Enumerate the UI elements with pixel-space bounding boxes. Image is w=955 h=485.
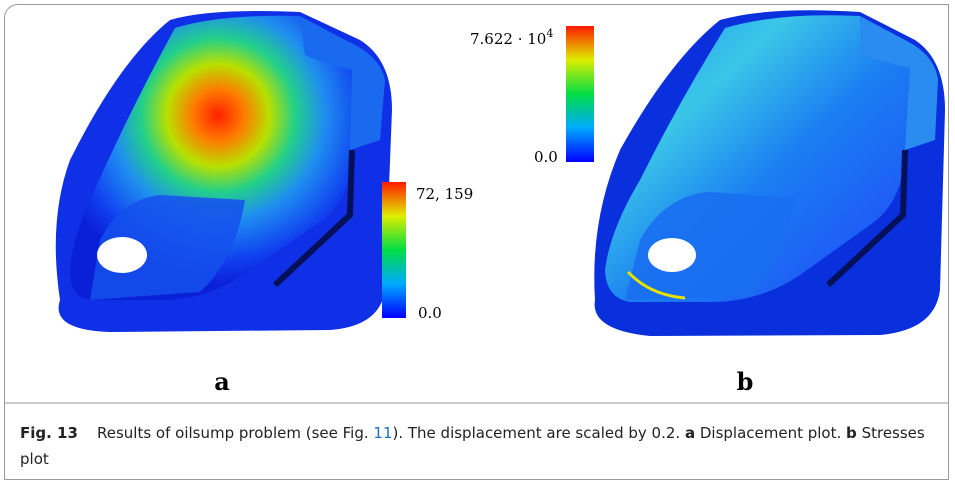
caption: Fig. 13 Results of oilsump problem (see … bbox=[20, 420, 940, 472]
colorbar-max-exponent: 4 bbox=[546, 27, 553, 40]
panel-label: a bbox=[214, 367, 230, 396]
colorbar bbox=[382, 182, 406, 318]
caption-text: Results of oilsump problem (see Fig. bbox=[97, 424, 369, 442]
colorbar-min-label: 0.0 bbox=[418, 304, 442, 322]
figure-link[interactable]: 11 bbox=[373, 424, 393, 442]
displacement-render bbox=[55, 11, 392, 332]
colorbar-max-label: 72, 159 bbox=[416, 185, 473, 203]
panel-label: b bbox=[737, 367, 754, 396]
caption-text: Displacement plot. bbox=[699, 424, 842, 442]
colorbar bbox=[566, 26, 594, 162]
colorbar-min-label: 0.0 bbox=[534, 148, 558, 166]
part-label: b bbox=[846, 424, 857, 442]
part-label: a bbox=[684, 424, 696, 442]
colorbar-max-base: 7.622 · 10 bbox=[470, 30, 546, 48]
figure-number: Fig. 13 bbox=[20, 424, 78, 442]
colorbar-max-label: 7.622 · 104 bbox=[470, 27, 553, 48]
caption-text: ). The displacement are scaled by 0.2. bbox=[392, 424, 681, 442]
caption-text: Stresses plot bbox=[20, 424, 925, 468]
figure-frame bbox=[4, 4, 949, 480]
stress-render bbox=[594, 10, 945, 336]
